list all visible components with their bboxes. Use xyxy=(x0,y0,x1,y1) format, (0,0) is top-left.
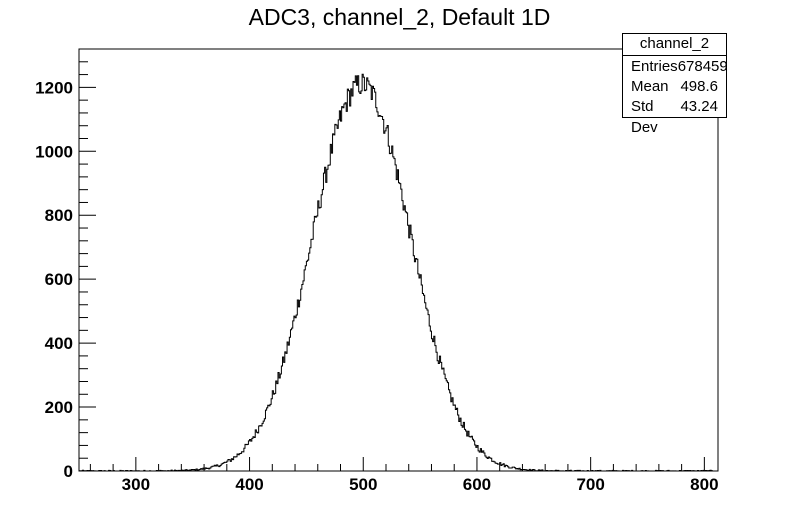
y-tick-label: 600 xyxy=(45,270,73,289)
x-tick-label: 500 xyxy=(349,475,377,494)
stats-label-entries: Entries xyxy=(631,58,678,75)
plot-frame xyxy=(78,48,719,472)
x-tick-label: 400 xyxy=(235,475,263,494)
stats-value-entries: 678459 xyxy=(677,58,728,75)
x-tick-label: 600 xyxy=(463,475,491,494)
histogram-series xyxy=(79,73,718,472)
stats-box-name: channel_2 xyxy=(623,34,726,56)
stats-value-mean: 498.6 xyxy=(680,78,718,95)
chart-title: ADC3, channel_2, Default 1D xyxy=(248,4,551,30)
x-tick-label: 800 xyxy=(690,475,718,494)
stats-row-mean: Mean 498.6 xyxy=(623,76,726,96)
y-tick-label: 1000 xyxy=(35,142,73,161)
stats-label-std-dev: Std Dev xyxy=(631,98,658,136)
x-tick-label: 700 xyxy=(576,475,604,494)
stats-value-std-dev: 43.24 xyxy=(680,98,718,115)
stats-box: channel_2 Entries 678459 Mean 498.6 Std … xyxy=(622,33,728,136)
stats-row-entries: Entries 678459 xyxy=(623,56,728,76)
y-tick-label: 200 xyxy=(45,398,73,417)
y-tick-label: 0 xyxy=(64,462,73,481)
y-tick-label: 1200 xyxy=(35,78,73,97)
stats-label-mean: Mean xyxy=(631,78,669,95)
stats-row-std-dev: Std Dev 43.24 xyxy=(623,96,726,136)
y-tick-label: 800 xyxy=(45,206,73,225)
x-tick-label: 300 xyxy=(122,475,150,494)
y-tick-label: 400 xyxy=(45,334,73,353)
